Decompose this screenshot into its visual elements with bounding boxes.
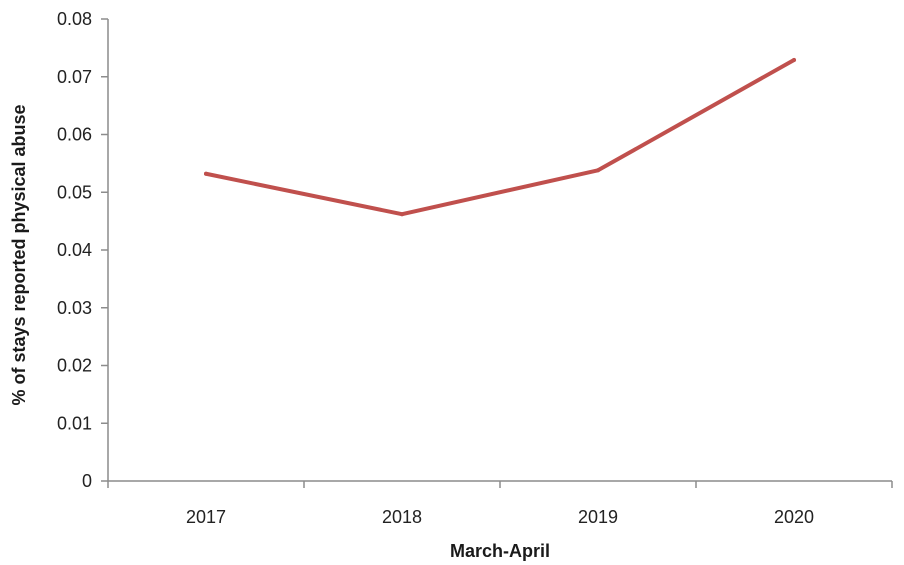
data-point — [792, 58, 796, 63]
y-tick-label: 0.01 — [57, 413, 92, 433]
y-tick-label: 0.08 — [57, 9, 92, 29]
series-line — [204, 58, 796, 217]
y-tick-label: 0.03 — [57, 298, 92, 318]
x-tick-label: 2019 — [578, 507, 618, 527]
x-tick-label: 2018 — [382, 507, 422, 527]
y-tick-label: 0.04 — [57, 240, 92, 260]
x-tick-label: 2020 — [774, 507, 814, 527]
x-axis-ticks: 2017 2018 2019 2020 — [107, 481, 893, 527]
data-point — [400, 212, 404, 217]
data-point — [204, 171, 208, 176]
y-tick-label: 0.05 — [57, 182, 92, 202]
data-point — [596, 168, 600, 173]
series-layer — [204, 58, 796, 217]
x-axis-title: March-April — [450, 541, 550, 561]
x-tick-label: 2017 — [186, 507, 226, 527]
y-tick-label: 0.07 — [57, 67, 92, 87]
y-tick-label: 0.02 — [57, 356, 92, 376]
y-tick-label: 0.06 — [57, 125, 92, 145]
y-tick-label: 0 — [82, 471, 92, 491]
y-axis-ticks: 0 0.01 0.02 0.03 0.04 0.05 0.06 0.07 0.08 — [57, 9, 108, 491]
y-axis-title: % of stays reported physical abuse — [9, 104, 29, 405]
